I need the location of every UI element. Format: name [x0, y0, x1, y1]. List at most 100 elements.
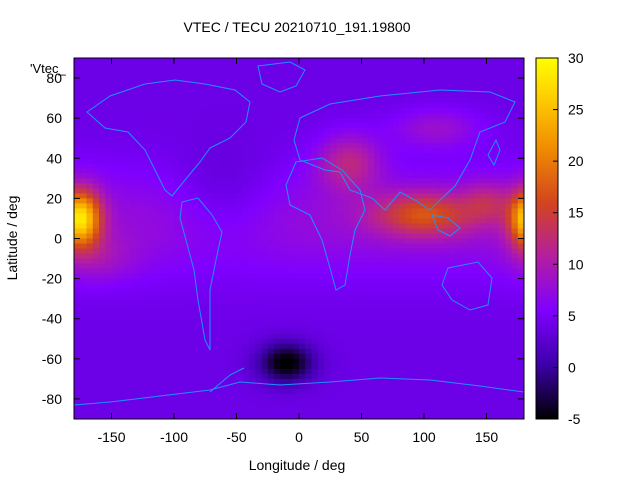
- heatmap-cell: [80, 233, 88, 240]
- heatmap-cell: [424, 288, 431, 295]
- heatmap-cell: [299, 58, 306, 64]
- heatmap-cell: [192, 208, 200, 215]
- heatmap-cell: [367, 268, 375, 275]
- heatmap-cell: [430, 338, 438, 345]
- heatmap-cell: [311, 123, 319, 129]
- heatmap-cell: [186, 368, 194, 375]
- heatmap-cell: [449, 243, 456, 250]
- heatmap-cell: [217, 243, 225, 250]
- heatmap-cell: [180, 183, 188, 189]
- heatmap-cell: [86, 173, 94, 179]
- heatmap-cell: [317, 298, 325, 305]
- heatmap-cell: [474, 323, 481, 330]
- heatmap-cell: [305, 268, 313, 275]
- heatmap-cell: [349, 68, 356, 74]
- heatmap-cell: [286, 313, 294, 320]
- heatmap-cell: [155, 278, 163, 285]
- heatmap-cell: [174, 278, 181, 285]
- heatmap-cell: [349, 218, 356, 225]
- heatmap-cell: [455, 173, 463, 179]
- heatmap-cell: [136, 353, 144, 360]
- heatmap-cell: [230, 143, 238, 149]
- heatmap-cell: [436, 193, 444, 199]
- heatmap-cell: [167, 328, 175, 335]
- heatmap-cell: [261, 133, 269, 139]
- heatmap-cell: [424, 138, 431, 144]
- heatmap-cell: [261, 273, 269, 280]
- heatmap-cell: [217, 293, 225, 300]
- heatmap-cell: [192, 188, 200, 194]
- heatmap-cell: [111, 128, 119, 134]
- heatmap-cell: [211, 193, 219, 199]
- heatmap-cell: [374, 338, 381, 345]
- heatmap-cell: [480, 223, 488, 230]
- heatmap-cell: [142, 313, 150, 320]
- heatmap-cell: [242, 63, 250, 69]
- heatmap-cell: [92, 308, 100, 315]
- heatmap-cell: [130, 158, 138, 164]
- heatmap-cell: [380, 183, 388, 189]
- heatmap-cell: [367, 373, 375, 380]
- heatmap-cell: [424, 178, 431, 184]
- heatmap-cell: [424, 368, 431, 375]
- heatmap-cell: [111, 253, 119, 260]
- heatmap-cell: [261, 233, 269, 240]
- heatmap-cell: [142, 243, 150, 250]
- heatmap-cell: [280, 153, 288, 159]
- heatmap-cell: [330, 163, 338, 169]
- heatmap-cell: [299, 68, 306, 74]
- heatmap-cell: [486, 308, 494, 315]
- heatmap-cell: [249, 343, 256, 350]
- heatmap-cell: [449, 153, 456, 159]
- heatmap-cell: [467, 383, 475, 390]
- heatmap-cell: [411, 58, 419, 64]
- heatmap-cell: [142, 393, 150, 400]
- heatmap-cell: [230, 113, 238, 119]
- heatmap-cell: [267, 313, 275, 320]
- heatmap-cell: [392, 188, 400, 194]
- heatmap-cell: [405, 218, 413, 225]
- heatmap-cell: [399, 88, 406, 94]
- heatmap-cell: [361, 123, 369, 129]
- heatmap-cell: [399, 308, 406, 315]
- heatmap-cell: [317, 248, 325, 255]
- heatmap-cell: [324, 243, 331, 250]
- heatmap-cell: [267, 218, 275, 225]
- heatmap-cell: [236, 388, 244, 395]
- heatmap-cell: [349, 388, 356, 395]
- heatmap-cell: [142, 148, 150, 154]
- heatmap-cell: [142, 283, 150, 290]
- heatmap-cell: [92, 238, 100, 245]
- heatmap-cell: [517, 118, 524, 124]
- heatmap-cell: [236, 353, 244, 360]
- heatmap-cell: [124, 253, 131, 260]
- heatmap-cell: [180, 103, 188, 109]
- heatmap-cell: [86, 198, 94, 204]
- heatmap-cell: [324, 58, 331, 64]
- heatmap-cell: [399, 103, 406, 109]
- heatmap-cell: [399, 388, 406, 395]
- heatmap-cell: [211, 298, 219, 305]
- heatmap-cell: [130, 78, 138, 84]
- heatmap-cell: [317, 243, 325, 250]
- heatmap-cell: [492, 158, 500, 164]
- heatmap-cell: [142, 168, 150, 174]
- heatmap-cell: [267, 93, 275, 99]
- heatmap-cell: [192, 98, 200, 104]
- heatmap-cell: [392, 93, 400, 99]
- heatmap-cell: [305, 388, 313, 395]
- heatmap-cell: [149, 193, 156, 199]
- heatmap-cell: [511, 353, 519, 360]
- heatmap-cell: [492, 163, 500, 169]
- heatmap-cell: [274, 253, 281, 260]
- heatmap-cell: [92, 268, 100, 275]
- heatmap-cell: [305, 108, 313, 114]
- heatmap-cell: [236, 258, 244, 265]
- heatmap-cell: [205, 88, 213, 94]
- heatmap-cell: [105, 173, 113, 179]
- heatmap-cell: [342, 318, 350, 325]
- heatmap-cell: [267, 193, 275, 199]
- heatmap-cell: [236, 318, 244, 325]
- heatmap-cell: [155, 238, 163, 245]
- heatmap-cell: [336, 78, 344, 84]
